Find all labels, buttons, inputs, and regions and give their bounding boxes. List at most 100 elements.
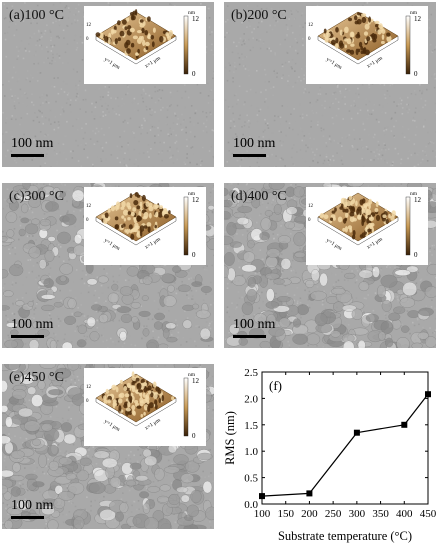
- sem-noise: [310, 303, 313, 305]
- sem-noise: [397, 103, 400, 105]
- sem-noise: [335, 98, 337, 100]
- afm-peak: [144, 30, 148, 36]
- sem-noise: [252, 315, 255, 317]
- sem-noise: [406, 108, 408, 110]
- sem-noise: [51, 85, 53, 88]
- sem-grain: [71, 189, 85, 202]
- afm-peak: [104, 36, 109, 42]
- sem-noise: [124, 485, 126, 487]
- sem-noise: [59, 151, 61, 154]
- sem-noise: [322, 162, 325, 165]
- sem-noise: [406, 310, 409, 312]
- sem-noise: [30, 208, 33, 210]
- sem-noise: [67, 211, 69, 214]
- sem-noise: [166, 116, 169, 119]
- sem-noise: [62, 73, 64, 76]
- sem-noise: [41, 48, 43, 50]
- sem-grain: [260, 217, 272, 231]
- sem-noise: [4, 429, 7, 431]
- sem-noise: [385, 317, 387, 319]
- sem-noise: [209, 364, 212, 366]
- sem-noise: [308, 144, 311, 147]
- sem-noise: [397, 301, 399, 303]
- afm-z-tick: 0: [308, 37, 311, 42]
- sem-noise: [207, 407, 210, 409]
- sem-noise: [417, 110, 420, 112]
- sem-noise: [65, 5, 68, 7]
- sem-noise: [137, 500, 140, 502]
- scale-bar-label: 100 nm: [11, 317, 54, 332]
- sem-noise: [82, 218, 84, 220]
- afm-colorbar: [405, 15, 411, 75]
- sem-noise: [65, 83, 68, 85]
- sem-grain: [393, 306, 406, 314]
- sem-grain: [319, 272, 328, 287]
- sem-noise: [299, 115, 302, 117]
- sem-noise: [240, 159, 243, 161]
- sem-noise: [177, 331, 180, 334]
- sem-noise: [378, 153, 381, 156]
- sem-noise: [425, 305, 428, 308]
- sem-noise: [252, 37, 254, 40]
- sem-noise: [47, 415, 50, 418]
- sem-noise: [226, 287, 229, 289]
- sem-noise: [24, 2, 26, 4]
- sem-noise: [304, 126, 306, 128]
- sem-noise: [31, 211, 34, 214]
- sem-noise: [50, 318, 52, 320]
- sem-noise: [367, 185, 370, 187]
- sem-noise: [362, 121, 364, 124]
- afm-peak: [147, 226, 151, 233]
- sem-noise: [384, 151, 387, 154]
- sem-panel-a: (a)100 °C y=1 μm x=1 μm 12 0 nm 12 0 100 nm: [2, 2, 214, 167]
- afm-unit-label: nm: [410, 191, 418, 197]
- sem-noise: [258, 110, 260, 112]
- sem-noise: [208, 26, 211, 28]
- sem-noise: [239, 37, 242, 40]
- sem-noise: [128, 279, 130, 281]
- sem-noise: [307, 287, 309, 289]
- sem-noise: [300, 14, 303, 17]
- sem-noise: [86, 456, 88, 458]
- sem-noise: [21, 528, 23, 529]
- sem-noise: [225, 48, 228, 50]
- sem-grain: [28, 246, 41, 259]
- afm-peak: [129, 193, 133, 199]
- sem-noise: [425, 154, 427, 157]
- sem-noise: [92, 130, 94, 132]
- sem-noise: [276, 76, 278, 78]
- sem-noise: [8, 80, 10, 83]
- afm-z-tick: 12: [308, 204, 314, 209]
- sem-noise: [66, 487, 69, 489]
- sem-grain: [49, 339, 58, 348]
- afm-peak: [344, 226, 348, 233]
- sem-noise: [360, 291, 363, 294]
- sem-noise: [350, 104, 352, 107]
- sem-noise: [36, 80, 39, 82]
- sem-noise: [308, 133, 310, 135]
- sem-noise: [36, 116, 39, 118]
- sem-noise: [285, 120, 288, 123]
- sem-noise: [169, 149, 171, 152]
- sem-noise: [332, 93, 334, 95]
- sem-noise: [386, 126, 389, 128]
- sem-noise: [278, 324, 280, 327]
- sem-noise: [154, 90, 157, 93]
- afm-z-tick: 12: [86, 23, 92, 28]
- sem-noise: [273, 119, 276, 122]
- sem-noise: [35, 302, 38, 305]
- sem-noise: [5, 122, 7, 124]
- sem-noise: [206, 213, 208, 216]
- sem-noise: [361, 310, 364, 313]
- sem-noise: [271, 28, 274, 31]
- sem-noise: [234, 133, 237, 135]
- sem-noise: [353, 100, 355, 102]
- sem-noise: [24, 401, 26, 404]
- afm-colorbar-min: 0: [192, 70, 196, 78]
- sem-noise: [12, 302, 14, 305]
- sem-noise: [325, 153, 328, 156]
- sem-noise: [2, 133, 4, 135]
- sem-grain: [259, 231, 270, 241]
- sem-noise: [228, 332, 231, 335]
